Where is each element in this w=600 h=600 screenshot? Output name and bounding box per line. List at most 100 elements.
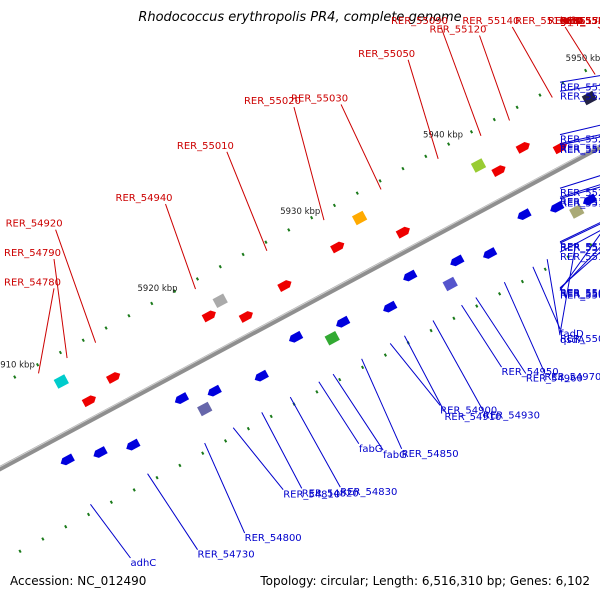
tick-mark xyxy=(332,203,337,208)
forward-gene-arrow xyxy=(330,241,345,254)
leader-line xyxy=(332,373,384,451)
gene-label-rer-55270: RER_55270 xyxy=(560,16,600,27)
gene-label-rer-55080: RER_55080 xyxy=(560,288,600,299)
scale-label: 5920 kbp xyxy=(138,284,178,294)
gene-label-rer-55210: RER_55210 xyxy=(560,16,600,27)
gene-label-rer-55010: RER_55010 xyxy=(177,141,234,152)
gene-label-rer-55030: RER_55030 xyxy=(291,93,348,104)
gene-block xyxy=(212,293,228,309)
gene-label-lepb: lepB xyxy=(560,16,582,27)
tick-mark xyxy=(150,301,154,306)
gene-label-rer-55120: RER_55120 xyxy=(430,24,487,35)
leader-line xyxy=(204,442,246,534)
gene-label-rer-54960: RER_54960 xyxy=(526,373,583,384)
forward-gene-arrow xyxy=(395,226,410,239)
gene-label-rer-55540: RER_55540 xyxy=(560,16,600,27)
leader-line xyxy=(559,230,600,253)
accession-text: Accession: NC_012490 xyxy=(10,574,147,588)
gene-block xyxy=(324,330,340,346)
reverse-gene-arrow xyxy=(517,208,532,221)
genome-backbone xyxy=(0,144,600,472)
gene-label-rer-55070: RER_55070 xyxy=(560,289,600,300)
gene-label-rer-54910: RER_54910 xyxy=(444,412,501,423)
tick-mark xyxy=(338,377,342,382)
tick-mark xyxy=(246,426,250,431)
leader-line xyxy=(559,223,600,244)
forward-gene-labels: RER_54780 RER_54790 RER_54920 RER_54940 RER_… xyxy=(4,16,600,374)
gene-label-rer-55180: RER_55180 xyxy=(560,197,600,208)
gene-label-rer-55230: RER_55230 xyxy=(560,188,600,199)
tick-mark xyxy=(566,255,570,259)
gene-label-rer-55200: RER_55200 xyxy=(560,16,600,27)
gene-label-rer-55330: RER_55330 xyxy=(560,82,600,93)
leader-line xyxy=(90,504,131,559)
leader-line xyxy=(559,186,600,200)
scale-label: 5950 kbp xyxy=(566,54,600,64)
gene-label-rer-55100: RER_55100 xyxy=(560,252,600,263)
gene-label-rer-54970: RER_54970 xyxy=(544,372,600,383)
reverse-gene-arrow xyxy=(254,369,269,382)
tick-mark xyxy=(241,252,245,257)
gene-block xyxy=(351,210,368,226)
gene-label-rer-54780: RER_54780 xyxy=(4,277,61,288)
feature-blocks xyxy=(53,90,598,417)
gene-label-fabg: fabG xyxy=(383,450,407,461)
reverse-gene-arrow xyxy=(582,193,598,206)
scale-label: 5930 kbp xyxy=(280,207,320,217)
tick-mark xyxy=(383,353,387,357)
tick-mark xyxy=(360,365,365,370)
gene-label-sdha: sdhA xyxy=(560,16,585,27)
tick-mark xyxy=(429,328,433,333)
gene-label-rer-55090: RER_55090 xyxy=(391,16,448,27)
reverse-gene-arrow xyxy=(550,200,565,213)
reverse-gene-arrow xyxy=(174,392,190,404)
forward-gene-arrow xyxy=(81,395,96,408)
tick-mark xyxy=(218,264,222,269)
gene-label-rer-54810: RER_54810 xyxy=(283,490,340,501)
tick-mark xyxy=(469,130,474,134)
gene-label-rer-54820: RER_54820 xyxy=(302,488,359,499)
tick-mark xyxy=(492,117,496,122)
gene-block xyxy=(197,401,213,417)
leader-line xyxy=(511,26,553,98)
tick-mark xyxy=(173,289,177,294)
reverse-gene-track xyxy=(60,193,598,466)
gene-label-rer-55280: RER_55280 xyxy=(560,135,600,146)
forward-gene-track xyxy=(81,141,567,408)
tick-mark xyxy=(36,362,40,367)
reverse-gene-arrow xyxy=(483,247,498,259)
tick-mark xyxy=(201,451,205,455)
leader-line xyxy=(503,281,545,373)
gene-label-rer-55320: RER_55320 xyxy=(560,16,600,27)
leader-line xyxy=(559,251,600,289)
leader-line xyxy=(261,412,303,489)
gene-label-rer-54730: RER_54730 xyxy=(198,550,255,561)
tick-mark xyxy=(13,375,17,379)
gene-block xyxy=(581,90,598,106)
forward-gene-arrow xyxy=(552,142,567,155)
reverse-gene-arrow xyxy=(126,438,141,451)
tick-mark xyxy=(452,316,456,321)
tick-mark xyxy=(515,105,519,110)
forward-gene-arrow xyxy=(515,141,530,154)
genome-backbone-highlight xyxy=(0,144,600,468)
leader-line xyxy=(38,288,55,374)
tick-mark xyxy=(86,512,91,517)
gene-label-rer-55240: RER_55240 xyxy=(560,145,600,156)
gene-label-rer-54830: RER_54830 xyxy=(340,487,397,498)
reverse-gene-arrow xyxy=(403,269,418,282)
leader-line xyxy=(475,297,527,374)
gene-label-rer-55040: RER_55040 xyxy=(560,334,600,345)
gene-block xyxy=(470,158,487,173)
gene-label-rer-54850: RER_54850 xyxy=(402,449,459,460)
tick-mark xyxy=(447,142,451,146)
tick-mark xyxy=(310,215,314,220)
leader-line xyxy=(432,320,484,411)
genome-stats-text: Topology: circular; Length: 6,516,310 bp… xyxy=(260,574,590,588)
reverse-gene-arrow xyxy=(93,446,108,458)
gene-label-rer-55160: RER_55160 xyxy=(515,16,572,27)
gene-label-rer-55250: RER_55250 xyxy=(560,144,600,155)
tick-mark xyxy=(223,439,228,443)
tick-rows xyxy=(13,68,593,554)
gene-label-rer-54930: RER_54930 xyxy=(483,410,540,421)
